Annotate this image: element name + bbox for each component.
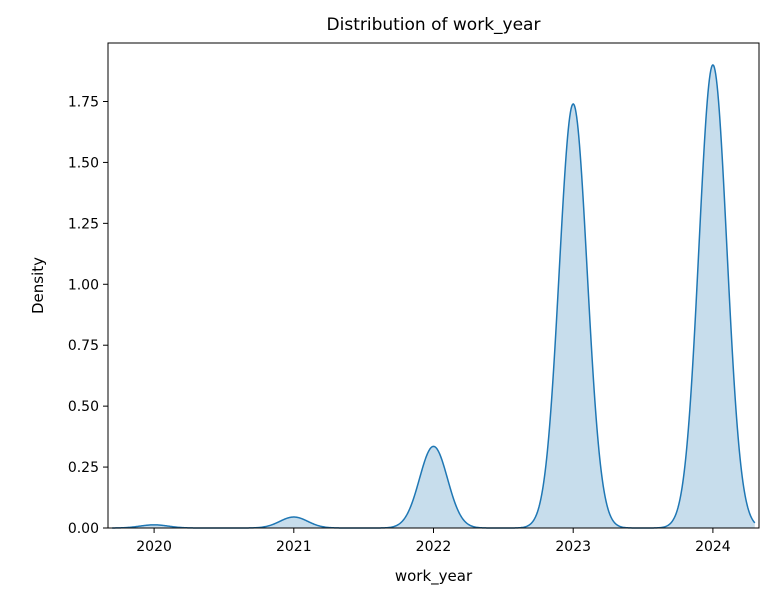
y-tick-label: 1.75 — [68, 94, 99, 110]
y-tick-label: 0.00 — [68, 521, 99, 537]
y-axis-label: Density — [29, 257, 47, 314]
x-tick-label: 2024 — [695, 539, 731, 555]
y-tick-label: 0.25 — [68, 460, 99, 476]
y-tick-label: 1.50 — [68, 155, 99, 171]
x-axis-ticks: 2020 2021 2022 2023 2024 — [136, 528, 731, 555]
y-tick-label: 0.50 — [68, 399, 99, 415]
x-axis-label: work_year — [395, 567, 473, 586]
y-axis-ticks: 0.00 0.25 0.50 0.75 1.00 1.25 1.50 1.75 — [68, 94, 108, 537]
x-tick-label: 2023 — [555, 539, 591, 555]
chart-title: Distribution of work_year — [327, 15, 541, 35]
density-area-fill — [112, 64, 755, 529]
x-tick-label: 2020 — [136, 539, 172, 555]
x-tick-label: 2021 — [276, 539, 312, 555]
y-tick-label: 1.25 — [68, 216, 99, 232]
x-tick-label: 2022 — [416, 539, 452, 555]
y-tick-label: 0.75 — [68, 338, 99, 354]
y-tick-label: 1.00 — [68, 277, 99, 293]
